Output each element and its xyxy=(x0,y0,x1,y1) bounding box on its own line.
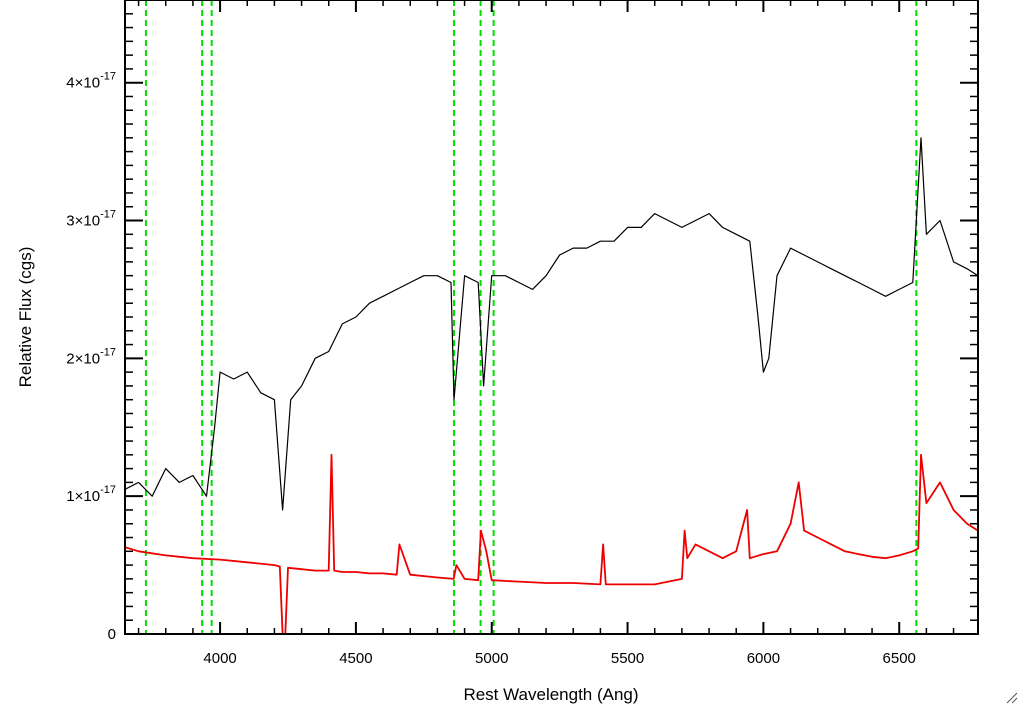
y-tick-label-4: 4×10-17 xyxy=(66,71,116,92)
x-tick-label-3: 5500 xyxy=(611,650,644,667)
plot-frame xyxy=(124,0,979,635)
x-axis-label: Rest Wavelength (Ang) xyxy=(463,685,638,704)
series-layer xyxy=(124,137,979,635)
series-line-1 xyxy=(124,453,979,635)
x-tick-label-0: 4000 xyxy=(203,650,236,667)
y-tick-label-2: 2×10-17 xyxy=(66,346,116,367)
reference-lines xyxy=(144,0,918,634)
x-tick-label-4: 6000 xyxy=(747,650,780,667)
x-tick-label-1: 4500 xyxy=(339,650,372,667)
y-tick-label-3: 3×10-17 xyxy=(66,209,116,230)
y-tick-label-0: 0 xyxy=(108,626,116,643)
y-tick-label-1: 1×10-17 xyxy=(66,484,116,505)
series-line-0 xyxy=(124,137,979,511)
x-tick-label-2: 5000 xyxy=(475,650,508,667)
x-tick-label-5: 6500 xyxy=(883,650,916,667)
y-axis-ticks: 0 1×10-17 2×10-17 3×10-17 4×10-17 xyxy=(66,13,978,643)
resize-grip-icon[interactable] xyxy=(1004,690,1018,704)
x-axis-ticks: 4000 4500 5000 5500 6000 6500 xyxy=(137,0,955,667)
y-axis-label: Relative Flux (cgs) xyxy=(16,247,35,388)
